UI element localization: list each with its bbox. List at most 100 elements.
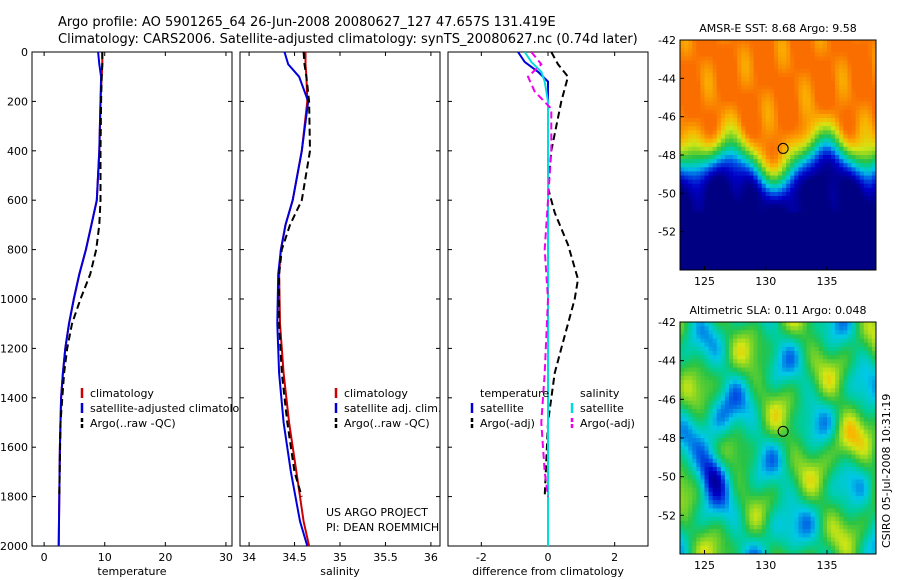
heatmap-cell — [806, 496, 812, 501]
heatmap-cell — [757, 200, 763, 205]
heatmap-cell — [684, 346, 689, 352]
heatmap-cell — [798, 392, 803, 397]
heatmap-cell — [859, 81, 865, 86]
heatmap-cell — [835, 130, 840, 135]
heatmap-cell — [827, 175, 832, 181]
heatmap-cell — [724, 375, 730, 381]
heatmap-cell — [712, 40, 718, 45]
heatmap-cell — [704, 458, 709, 464]
heatmap-cell — [684, 491, 689, 497]
heatmap-cell — [745, 425, 750, 431]
heatmap-cell — [716, 429, 722, 435]
heatmap-cell — [753, 93, 758, 98]
heatmap-cell — [708, 52, 714, 57]
heatmap-cell — [843, 330, 848, 335]
heatmap-cell — [798, 224, 803, 230]
heatmap-cell — [773, 400, 779, 406]
heatmap-cell — [778, 483, 783, 489]
heatmap-cell — [867, 338, 873, 344]
heatmap-cell — [871, 404, 877, 410]
heatmap-cell — [843, 388, 848, 393]
heatmap-cell — [786, 237, 791, 242]
heatmap-cell — [757, 483, 763, 489]
heatmap-cell — [716, 216, 722, 222]
heatmap-cell — [871, 171, 877, 176]
heatmap-cell — [729, 261, 734, 267]
heatmap-cell — [688, 454, 693, 460]
heatmap-cell — [757, 118, 763, 123]
heatmap-cell — [810, 93, 816, 98]
heatmap-cell — [847, 253, 852, 259]
heatmap-cell — [737, 338, 742, 344]
heatmap-cell — [786, 159, 791, 164]
legend-entry: climatology — [344, 387, 408, 400]
heatmap-cell — [720, 216, 726, 222]
heatmap-cell — [810, 64, 816, 70]
heatmap-cell — [822, 179, 828, 185]
heatmap-cell — [704, 224, 709, 230]
heatmap-cell — [724, 233, 730, 238]
heatmap-cell — [863, 500, 869, 505]
heatmap-cell — [794, 171, 799, 176]
heatmap-cell — [729, 122, 734, 127]
heatmap-cell — [843, 76, 848, 82]
heatmap-cell — [741, 171, 746, 176]
heatmap-cell — [851, 167, 856, 172]
heatmap-cell — [786, 446, 791, 451]
heatmap-cell — [843, 396, 848, 402]
heatmap-cell — [688, 72, 693, 78]
heatmap-cell — [835, 454, 840, 460]
heatmap-cell — [724, 175, 730, 181]
heatmap-cell — [831, 68, 836, 74]
heatmap-cell — [712, 163, 718, 168]
heatmap-cell — [802, 138, 807, 144]
series-line — [523, 52, 549, 546]
heatmap-cell — [794, 237, 799, 242]
heatmap-cell — [749, 44, 754, 49]
heatmap-cell — [786, 97, 791, 103]
heatmap-cell — [814, 417, 820, 422]
heatmap-cell — [810, 220, 816, 226]
heatmap-cell — [720, 191, 726, 197]
heatmap-cell — [782, 438, 787, 443]
heatmap-cell — [700, 220, 705, 226]
heatmap-cell — [749, 196, 754, 201]
heatmap-cell — [761, 338, 767, 344]
heatmap-cell — [765, 253, 771, 259]
heatmap-cell — [692, 265, 697, 271]
heatmap-cell — [843, 85, 848, 90]
heatmap-cell — [831, 163, 836, 168]
heatmap-cell — [712, 388, 718, 393]
heatmap-cell — [696, 334, 701, 339]
heatmap-cell — [859, 134, 865, 139]
heatmap-cell — [818, 388, 824, 393]
heatmap-cell — [708, 471, 714, 476]
heatmap-cell — [835, 330, 840, 335]
heatmap-cell — [700, 367, 705, 373]
heatmap-cell — [831, 245, 836, 250]
heatmap-cell — [810, 371, 816, 377]
y-tick-label: 200 — [7, 95, 28, 108]
heatmap-cell — [753, 183, 758, 189]
heatmap-cell — [831, 187, 836, 193]
heatmap-cell — [724, 467, 730, 472]
heatmap-cell — [814, 142, 820, 148]
heatmap-cell — [839, 438, 844, 443]
heatmap-cell — [831, 191, 836, 197]
heatmap-cell — [753, 330, 758, 335]
heatmap-cell — [839, 421, 844, 426]
heatmap-cell — [835, 483, 840, 489]
heatmap-cell — [700, 487, 705, 493]
x-tick-label: 35 — [333, 551, 347, 564]
heatmap-cell — [839, 363, 844, 368]
heatmap-cell — [765, 467, 771, 472]
heatmap-cell — [692, 150, 697, 156]
heatmap-cell — [827, 483, 832, 489]
heatmap-cell — [855, 409, 861, 414]
heatmap-cell — [827, 81, 832, 86]
heatmap-cell — [769, 130, 775, 135]
heatmap-cell — [782, 496, 787, 501]
heatmap-cell — [806, 363, 812, 368]
heatmap-cell — [871, 233, 877, 238]
heatmap-cell — [810, 396, 816, 402]
